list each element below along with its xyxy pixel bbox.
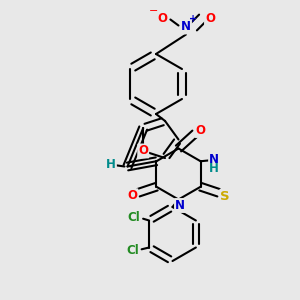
Text: Cl: Cl: [128, 211, 140, 224]
Text: O: O: [157, 11, 167, 25]
Text: H: H: [106, 158, 116, 172]
Text: −: −: [149, 6, 158, 16]
Text: Cl: Cl: [126, 244, 139, 257]
Text: N: N: [175, 199, 185, 212]
Text: O: O: [195, 124, 206, 137]
Text: N: N: [209, 153, 219, 166]
Text: N: N: [181, 20, 191, 34]
Text: O: O: [128, 189, 137, 202]
Text: S: S: [220, 190, 230, 203]
Text: O: O: [205, 11, 215, 25]
Text: +: +: [189, 14, 198, 25]
Text: H: H: [209, 162, 219, 175]
Text: O: O: [138, 145, 148, 158]
